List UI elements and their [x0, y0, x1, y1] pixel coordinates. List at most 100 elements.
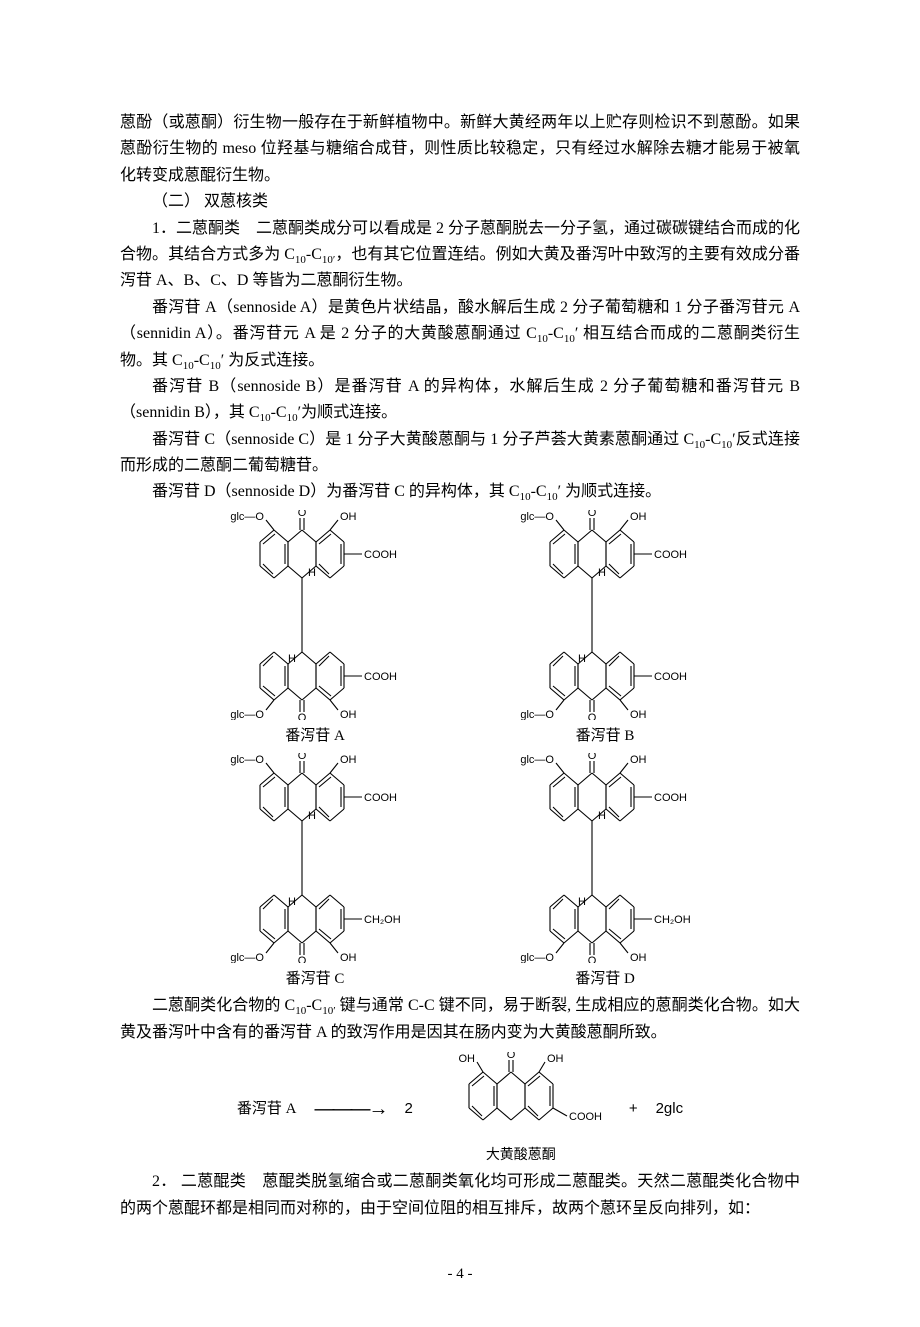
svg-text:OH: OH: [340, 511, 357, 523]
svg-text:O: O: [298, 753, 307, 762]
structure-sennoside-c: Oglc—O OH COOH H Oglc—O OH CH₂OH H 番泻苷 C: [200, 753, 430, 992]
subscript: 10: [287, 412, 298, 424]
text: ′为顺式连接。: [298, 404, 398, 421]
product-caption: 大黄酸蒽酮: [486, 1144, 556, 1167]
svg-text:COOH: COOH: [364, 792, 397, 804]
svg-text:OH: OH: [630, 709, 647, 720]
svg-text:COOH: COOH: [364, 549, 397, 561]
svg-text:O: O: [507, 1052, 516, 1061]
svg-text:H: H: [578, 653, 586, 665]
text: -C: [271, 404, 287, 421]
svg-text:COOH: COOH: [654, 671, 687, 683]
page-number: - 4 -: [120, 1262, 800, 1287]
svg-text:OH: OH: [458, 1053, 475, 1065]
svg-text:H: H: [598, 567, 606, 579]
structure-row-2: Oglc—OOHCOOHHOglc—OOHCH₂OHH 番泻苷 C Oglc—O…: [120, 753, 800, 992]
svg-text:O: O: [298, 510, 307, 519]
reaction-scheme: 番泻苷 A ———→ 2 O OH OH COOH 大黄酸蒽酮 + 2glc: [120, 1052, 800, 1167]
paragraph-8: 二蒽酮类化合物的 C10-C10′ 键与通常 C-C 键不同，易于断裂, 生成相…: [120, 993, 800, 1046]
paragraph-1: 蒽酚（或蒽酮）衍生物一般存在于新鲜植物中。新鲜大黄经两年以上贮存则检识不到蒽酚。…: [120, 110, 800, 189]
subscript: 10: [547, 492, 558, 504]
text: -C: [194, 352, 210, 369]
subscript: 10: [537, 333, 548, 345]
subscript: 10: [721, 439, 732, 451]
caption-sennoside-d: 番泻苷 D: [575, 967, 635, 992]
svg-text:COOH: COOH: [654, 792, 687, 804]
subscript: 10′: [322, 1006, 335, 1018]
svg-text:glc—O: glc—O: [520, 952, 554, 963]
product-svg: O OH OH COOH: [431, 1052, 611, 1142]
svg-text:OH: OH: [340, 709, 357, 720]
svg-text:H: H: [598, 810, 606, 822]
text: -C: [306, 997, 322, 1014]
text: 番泻苷 D（sennoside D）为番泻苷 C 的异构体，其 C: [152, 483, 520, 500]
product-block: O OH OH COOH 大黄酸蒽酮: [431, 1052, 611, 1167]
subscript: 10: [183, 360, 194, 372]
caption-sennoside-a: 番泻苷 A: [285, 724, 345, 749]
text: ′ 为顺式连接。: [558, 483, 662, 500]
svg-text:CH₂OH: CH₂OH: [654, 914, 691, 926]
byproduct-label: 2glc: [656, 1097, 684, 1122]
text: 二蒽酮类化合物的 C: [152, 997, 295, 1014]
svg-text:OH: OH: [630, 952, 647, 963]
svg-text:glc—O: glc—O: [230, 952, 264, 963]
text: 番泻苷 C（sennoside C）是 1 分子大黄酸蒽酮与 1 分子芦荟大黄素…: [152, 431, 694, 448]
svg-text:O: O: [298, 955, 307, 963]
svg-text:glc—O: glc—O: [520, 754, 554, 766]
paragraph-sennoside-c: 番泻苷 C（sennoside C）是 1 分子大黄酸蒽酮与 1 分子芦荟大黄素…: [120, 427, 800, 480]
coefficient: 2: [404, 1097, 412, 1122]
text: -C: [705, 431, 721, 448]
paragraph-9: 2． 二蒽醌类 蒽醌类脱氢缩合或二蒽酮类氧化均可形成二蒽醌类。天然二蒽醌类化合物…: [120, 1169, 800, 1222]
svg-text:OH: OH: [630, 754, 647, 766]
paragraph-3: 1．二蒽酮类 二蒽酮类成分可以看成是 2 分子蒽酮脱去一分子氢，通过碳碳键结合而…: [120, 216, 800, 295]
text: -C: [306, 246, 322, 263]
reactant-label: 番泻苷 A: [237, 1097, 297, 1122]
caption-sennoside-b: 番泻苷 B: [576, 724, 635, 749]
svg-text:OH: OH: [630, 511, 647, 523]
reaction-arrow-icon: ———→: [314, 1093, 386, 1126]
svg-text:O: O: [298, 712, 307, 720]
subscript: 10: [295, 1006, 306, 1018]
svg-text:glc—O: glc—O: [230, 709, 264, 720]
subscript: 10: [694, 439, 705, 451]
svg-text:H: H: [288, 896, 296, 908]
structure-sennoside-b: Oglc—OOHCOOHHOglc—OOHCOOHH 番泻苷 B: [490, 510, 720, 749]
svg-text:H: H: [288, 653, 296, 665]
svg-text:CH₂OH: CH₂OH: [364, 914, 401, 926]
svg-text:OH: OH: [547, 1053, 564, 1065]
svg-text:glc—O: glc—O: [520, 511, 554, 523]
structure-svg: Oglc—O OH COOH H Oglc—O OH CH₂OH H: [200, 753, 430, 963]
svg-text:OH: OH: [340, 754, 357, 766]
subscript: 10: [520, 492, 531, 504]
structure-svg: Oglc—OOHCOOHHOglc—OOHCOOHH: [200, 510, 430, 720]
paragraph-sennoside-a: 番泻苷 A（sennoside A）是黄色片状结晶，酸水解后生成 2 分子葡萄糖…: [120, 295, 800, 374]
svg-text:OH: OH: [340, 952, 357, 963]
paragraph-sennoside-b: 番泻苷 B（sennoside B）是番泻苷 A 的异构体，水解后生成 2 分子…: [120, 374, 800, 427]
svg-text:COOH: COOH: [569, 1111, 602, 1123]
svg-text:glc—O: glc—O: [520, 709, 554, 720]
document-page: 蒽酚（或蒽酮）衍生物一般存在于新鲜植物中。新鲜大黄经两年以上贮存则检识不到蒽酚。…: [0, 0, 920, 1327]
text: ′ 为反式连接。: [221, 352, 325, 369]
structure-row-1: Oglc—O OH COOH H Oglc—O OH COOH H 番泻苷 A Oglc—O O…: [120, 510, 800, 749]
svg-text:glc—O: glc—O: [230, 511, 264, 523]
caption-sennoside-c: 番泻苷 C: [286, 967, 345, 992]
svg-text:O: O: [588, 753, 597, 762]
subscript: 10: [564, 333, 575, 345]
svg-text:H: H: [308, 810, 316, 822]
paragraph-sennoside-d: 番泻苷 D（sennoside D）为番泻苷 C 的异构体，其 C10-C10′…: [120, 479, 800, 505]
svg-text:O: O: [588, 510, 597, 519]
subscript: 10: [210, 360, 221, 372]
subscript: 10: [260, 412, 271, 424]
text: -C: [548, 325, 564, 342]
subscript: 10: [295, 254, 306, 266]
svg-text:COOH: COOH: [654, 549, 687, 561]
structure-sennoside-d: Oglc—OOHCOOHHOglc—OOHCH₂OHH 番泻苷 D: [490, 753, 720, 992]
plus-sign: +: [629, 1097, 638, 1122]
svg-text:glc—O: glc—O: [230, 754, 264, 766]
structure-svg: Oglc—OOHCOOHHOglc—OOHCOOHH: [490, 510, 720, 720]
svg-text:H: H: [578, 896, 586, 908]
svg-text:H: H: [308, 567, 316, 579]
text: 番泻苷 B（sennoside B）是番泻苷 A 的异构体，水解后生成 2 分子…: [120, 378, 800, 421]
text: -C: [531, 483, 547, 500]
heading-section-2: （二） 双蒽核类: [120, 189, 800, 215]
